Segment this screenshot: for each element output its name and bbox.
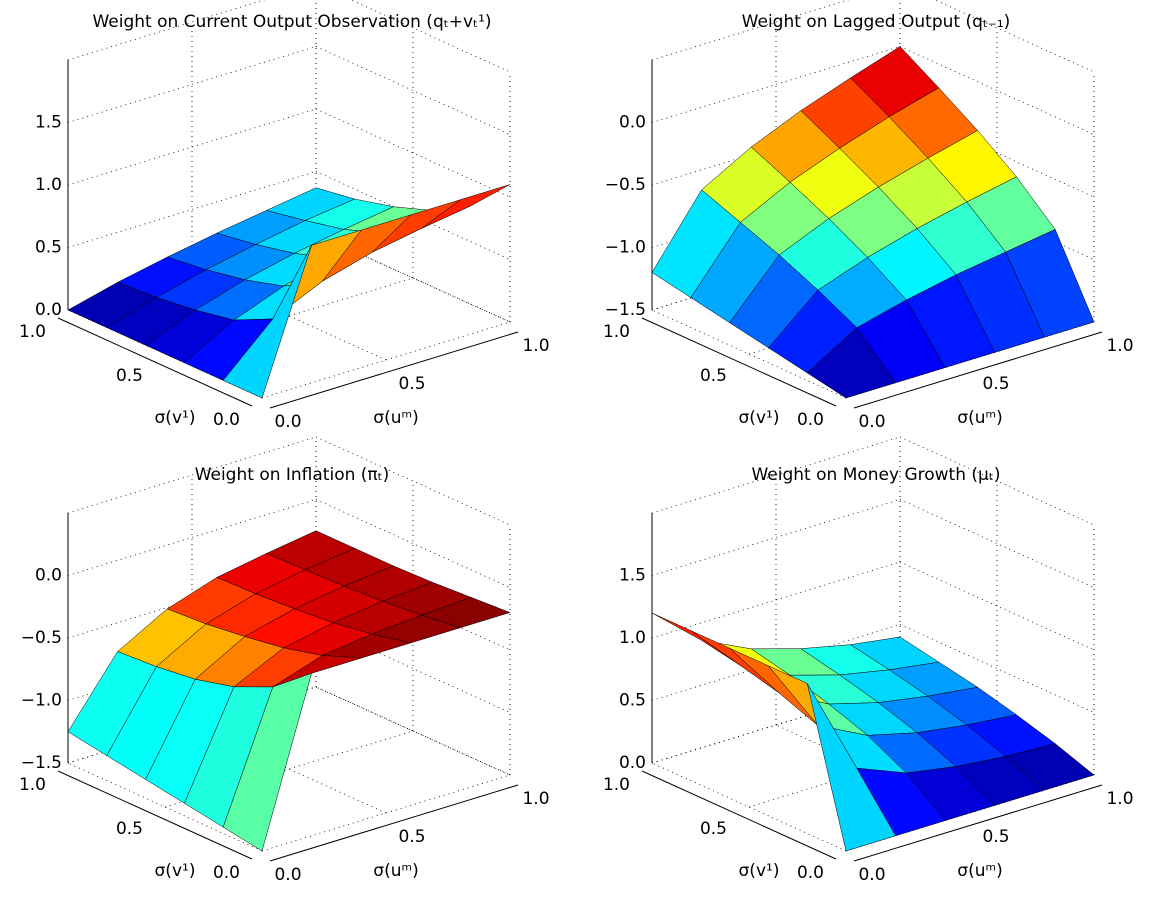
grid-line [651,762,847,852]
surface-patch [222,673,312,852]
z-tick-label: 0.5 [619,691,646,711]
surface-patch [806,683,896,852]
x-axis [269,331,519,409]
surface-patch [421,184,511,229]
chart-title: Weight on Money Growth (μₜ) [751,465,1000,485]
y-tick-label: 1.0 [603,322,630,342]
y-tick-label: 0.5 [700,366,727,386]
chart-title: Weight on Current Output Observation (qₜ… [92,12,491,32]
surface-patch [222,245,312,399]
grid-line [315,171,511,260]
panel: 0.00.51.01.50.00.51.00.00.51.0σ(uᵐ)σ(v¹)… [19,0,550,432]
grid-line [67,762,263,852]
grid-line [899,46,1095,135]
x-tick-label: 0.0 [274,412,301,432]
grid-line [315,233,511,323]
grid-line [315,46,511,135]
panel: −1.5 −1.0 −0.5 0.0 0.0 0.5 1.0 0.0 0.5 1.0 σ(uᵐ) σ(… [603,0,1134,432]
y-axis [57,770,253,860]
x-tick-label: 1.0 [522,336,549,356]
z-tick-label: −0.5 [605,175,646,195]
x-axis-label: σ(uᵐ) [373,861,418,881]
z-tick-label: 0.0 [619,753,646,773]
y-tick-label: 1.0 [603,775,630,795]
y-axis-label: σ(v¹) [155,408,196,428]
x-tick-label: 0.5 [398,827,425,847]
z-tick-label: 0.0 [619,113,646,133]
x-tick-label: 0.0 [274,865,301,885]
x-tick-label: 0.5 [982,374,1009,394]
y-axis-label: σ(v¹) [155,861,196,881]
box-edge [934,0,1095,73]
x-axis [853,784,1103,862]
grid-line [191,724,387,814]
z-tick-label: 0.0 [35,566,62,586]
y-tick-label: 0.5 [116,819,143,839]
grid-line [315,499,511,588]
z-tick-label: 0.0 [35,300,62,320]
grid-line [899,499,1095,588]
y-tick-label: 0.0 [797,863,824,883]
chart-title: Weight on Lagged Output (qₜ₋₁) [742,12,1011,32]
x-axis [269,784,519,862]
x-axis-label: σ(uᵐ) [373,408,418,428]
z-tick-label: −1.5 [605,300,646,320]
y-axis-label: σ(v¹) [739,408,780,428]
z-tick-label: 1.5 [35,113,62,133]
y-tick-label: 0.5 [116,366,143,386]
grid-line [899,624,1095,713]
y-tick-label: 0.0 [213,863,240,883]
surface-patch [806,327,896,399]
y-tick-label: 0.5 [700,819,727,839]
x-axis-label: σ(uᵐ) [957,408,1002,428]
x-tick-label: 0.0 [858,412,885,432]
z-tick-label: −1.0 [21,691,62,711]
box-edge [899,436,1095,526]
z-tick-label: −1.0 [605,238,646,258]
x-tick-label: 0.5 [982,827,1009,847]
panel: −1.5 −1.0 −0.5 0.0 0.0 0.5 1.0 0.0 0.5 1.0 σ(uᵐ) σ(… [19,436,550,885]
z-tick-label: −1.5 [21,753,62,773]
z-tick-label: −0.5 [21,628,62,648]
z-tick-label: 1.0 [619,628,646,648]
x-axis [853,331,1103,409]
y-tick-label: 0.0 [797,410,824,430]
grid-line [315,686,511,776]
x-tick-label: 1.0 [1106,789,1133,809]
y-axis [57,317,253,407]
grid-line [651,309,847,399]
y-tick-label: 1.0 [19,775,46,795]
surface-patch [651,612,741,666]
grid-line [191,271,387,361]
x-tick-label: 1.0 [1106,336,1133,356]
grid-line [315,686,511,776]
grid-line [315,108,511,198]
x-tick-label: 0.5 [398,374,425,394]
grid-line [899,561,1095,651]
y-axis-label: σ(v¹) [739,861,780,881]
x-axis-label: σ(uᵐ) [957,861,1002,881]
chart-title: Weight on Inflation (πₜ) [195,465,390,485]
y-axis [641,770,837,860]
y-axis [641,317,837,407]
z-tick-label: 1.0 [35,175,62,195]
z-tick-label: 0.5 [35,238,62,258]
panel: 0.00.51.01.50.00.51.00.00.51.0σ(uᵐ)σ(v¹)… [603,436,1134,885]
box-edge [315,436,511,526]
box-edge [350,0,511,73]
y-tick-label: 1.0 [19,322,46,342]
z-tick-label: 1.5 [619,566,646,586]
x-tick-label: 0.0 [858,865,885,885]
y-tick-label: 0.0 [213,410,240,430]
x-tick-label: 1.0 [522,789,549,809]
